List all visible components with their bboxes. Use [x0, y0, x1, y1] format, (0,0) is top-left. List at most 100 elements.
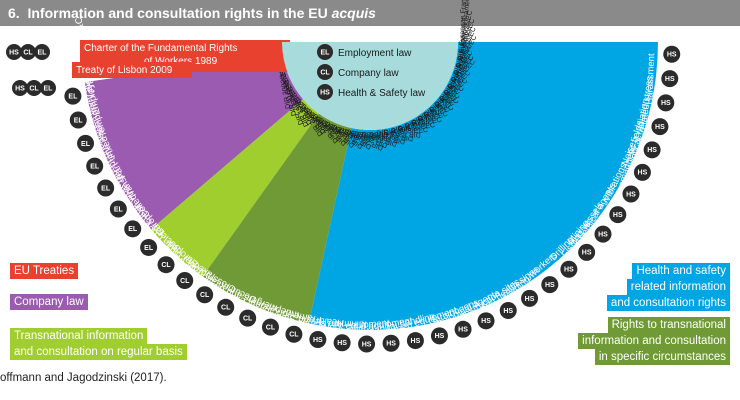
sector-company-law — [84, 54, 304, 230]
badge-circle — [261, 318, 279, 336]
badge-circle — [643, 141, 661, 159]
badge-circle — [657, 94, 675, 112]
ray-label: Minimum standards — [284, 318, 367, 330]
left-legend-item: EU Treaties — [10, 263, 79, 279]
ray-directive-code: DIR 89/391/EEC — [361, 130, 413, 142]
right-legend-item: information and consultation — [578, 333, 730, 349]
badge-label: HS — [15, 85, 25, 92]
badge-circle — [34, 44, 50, 60]
right-legend-item: and consultation rights — [606, 295, 730, 311]
right-legend-item: in specific circumstances — [594, 349, 730, 365]
figure-title-text: Information and consultation rights in t… — [27, 5, 328, 21]
legend-badge — [317, 44, 333, 60]
badge-label: HS — [435, 333, 445, 340]
legend-badge-label: Company law — [338, 68, 399, 79]
badge-circle — [40, 80, 56, 96]
badge-circle — [309, 330, 327, 348]
badge-circle — [661, 70, 679, 88]
badge-label: EL — [68, 93, 78, 100]
badge-label: HS — [613, 212, 623, 219]
badge-label: HS — [481, 318, 491, 325]
badge-circle — [109, 200, 127, 218]
badge-circle — [12, 80, 28, 96]
legend-badge-label: Employment law — [338, 48, 412, 59]
badge-label: HS — [458, 327, 468, 334]
badge-label: HS — [598, 231, 608, 238]
badge-circle — [26, 80, 42, 96]
legend-badge-code: CL — [320, 69, 330, 76]
badge-label: HS — [9, 49, 19, 56]
badge-circle — [124, 220, 142, 238]
badge-circle — [77, 134, 95, 152]
badge-label: HS — [503, 308, 513, 315]
badge-label: HS — [545, 282, 555, 289]
badge-circle — [97, 179, 115, 197]
badge-circle — [382, 334, 400, 352]
treaty-bands: Charter of the Fundamental Rights of Work… — [6, 40, 290, 96]
badge-circle — [406, 332, 424, 350]
badge-layer: EL EL EL EL EL EL EL EL CL CL CL CL CL CL CL HS HS HS HS HS… — [64, 45, 681, 353]
center-legend: EL Employment law CL Company law HS Health & … — [282, 42, 458, 130]
figure-number: 6. — [8, 5, 20, 21]
badge-label: HS — [638, 170, 648, 177]
badge-circle — [651, 118, 669, 136]
badge-circle — [560, 260, 578, 278]
badge-circle — [578, 243, 596, 261]
right-legend-item: Rights to transnational — [607, 317, 730, 333]
badge-label: HS — [582, 250, 592, 257]
badge-label: EL — [38, 49, 48, 56]
source-citation: offmann and Jagodzinski (2017). — [0, 372, 167, 384]
badge-label: HS — [386, 341, 396, 348]
badge-circle — [358, 335, 376, 353]
badge-circle — [20, 44, 36, 60]
badge-circle — [196, 286, 214, 304]
badge-label: HS — [362, 341, 372, 348]
left-legend-item: and consultation on regular basis — [10, 344, 187, 360]
badge-circle — [217, 298, 235, 316]
badge-circle — [499, 301, 517, 319]
center-half-circle — [282, 42, 458, 130]
badge-circle — [594, 225, 612, 243]
badge-label: CL — [289, 332, 299, 339]
badge-label: EL — [101, 185, 111, 192]
badge-label: EL — [128, 226, 138, 233]
badge-circle — [477, 312, 495, 330]
legend-badge — [317, 64, 333, 80]
badge-circle — [663, 45, 681, 63]
treaty-name: Charter of the Fundamental Rights — [84, 43, 237, 54]
badge-circle — [86, 157, 104, 175]
left-legend-item: Company law — [10, 294, 88, 310]
badge-label: HS — [667, 52, 677, 59]
badge-label: HS — [313, 337, 323, 344]
ray-directive-code: DIR 89/655/EEC — [376, 127, 428, 138]
badge-label: EL — [44, 85, 54, 92]
badge-circle — [633, 163, 651, 181]
badge-circle — [157, 256, 175, 274]
badge-label: CL — [180, 278, 190, 285]
badge-label: EL — [81, 141, 91, 148]
badge-circle — [140, 238, 158, 256]
badge-label: HS — [665, 76, 675, 83]
ray-directive-code: DIR 89/654/EEC — [369, 130, 421, 138]
left-legend-item: Transnational information — [10, 328, 148, 344]
badge-label: EL — [90, 163, 100, 170]
treaty-name: Treaty of Lisbon 2009 — [76, 65, 173, 76]
legend-badge-code: HS — [320, 89, 330, 96]
badge-circle — [239, 309, 257, 327]
sector-health-safety — [308, 42, 658, 330]
badge-label: HS — [661, 100, 671, 107]
badge-circle — [541, 276, 559, 294]
badge-label: HS — [411, 338, 421, 345]
badge-label: HS — [525, 296, 535, 303]
badge-circle — [609, 206, 627, 224]
badge-circle — [521, 289, 539, 307]
right-legend-item: Health and safety — [632, 263, 730, 279]
badge-label: EL — [74, 117, 84, 124]
figure-title: 6. Information and consultation rights i… — [0, 0, 740, 26]
figure-title-emphasis: acquis — [331, 5, 376, 21]
badge-circle — [285, 325, 303, 343]
sector-rights-circumstances — [202, 113, 352, 324]
badge-circle — [176, 272, 194, 290]
badge-label: EL — [144, 245, 154, 252]
badge-label: HS — [655, 124, 665, 131]
